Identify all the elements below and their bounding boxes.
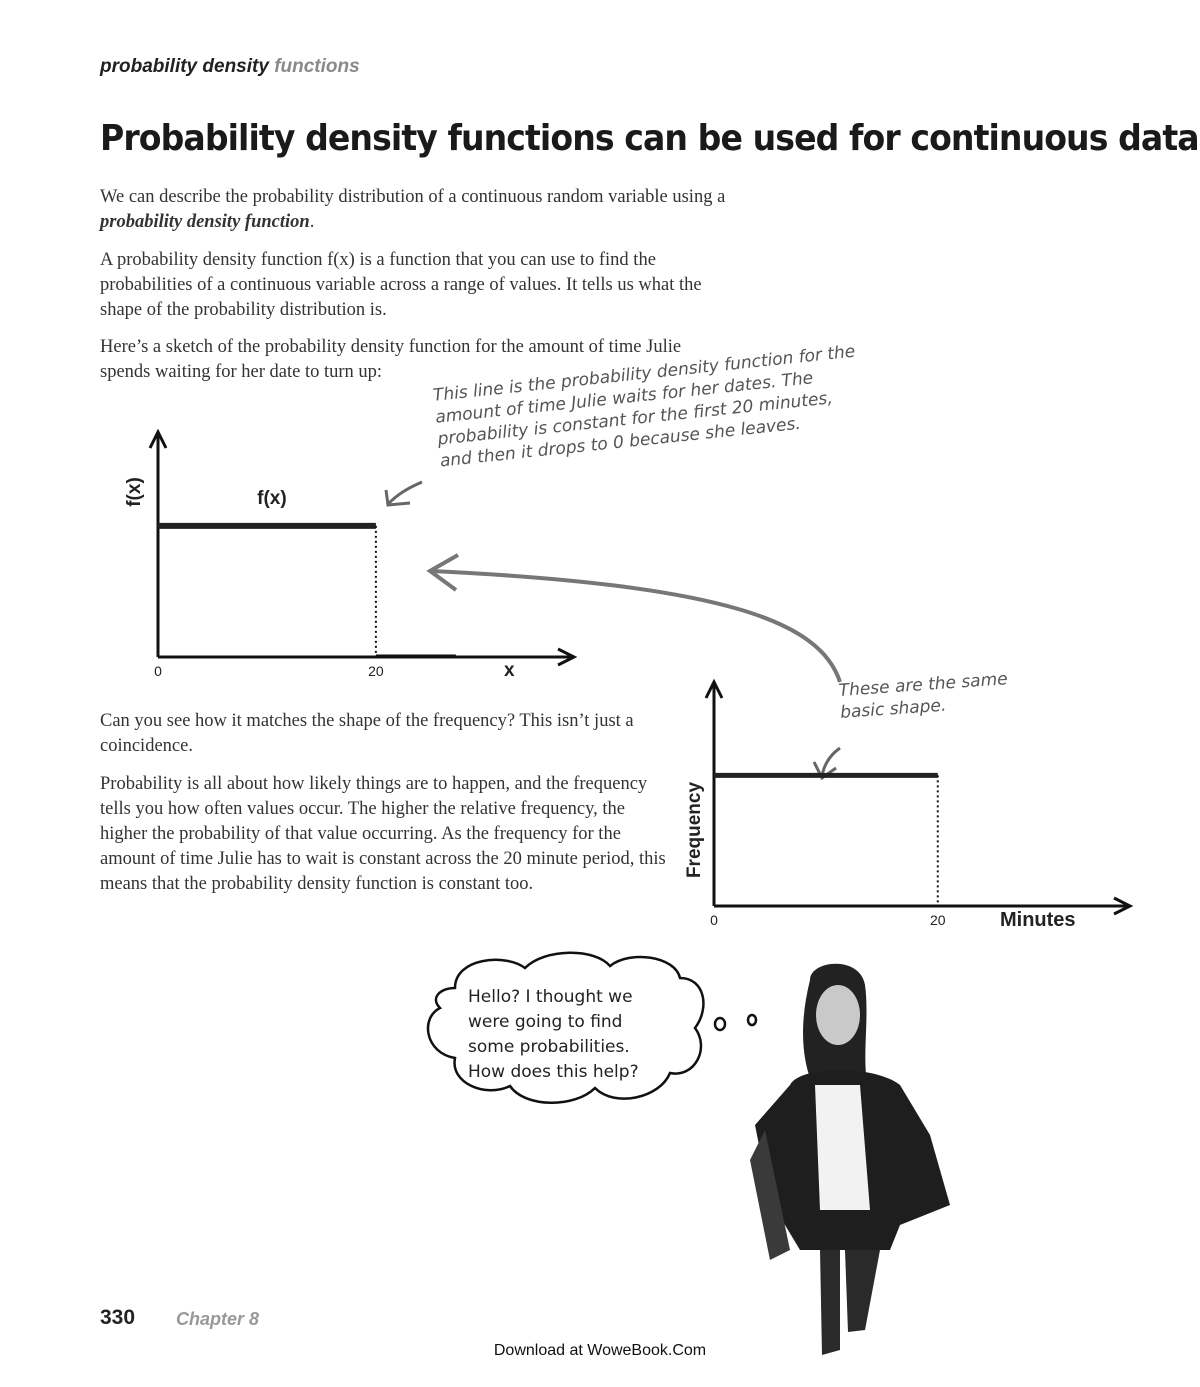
pdf-xlabel: x [504, 660, 515, 681]
pdf-chart: 0 20 x f(x) f(x) [124, 428, 578, 681]
paragraph-intro: We can describe the probability distribu… [100, 185, 730, 235]
page-number: 330 [100, 1306, 136, 1329]
pdf-y-arrow [148, 428, 168, 449]
freq-tick-20: 20 [930, 912, 946, 928]
page-title: Probability density functions can be use… [100, 118, 1200, 159]
chapter-label: Chapter 8 [176, 1309, 260, 1329]
julie-face [816, 985, 860, 1045]
bubble-dot-2 [746, 1013, 758, 1027]
freq-y-arrow [704, 678, 724, 699]
pdf-ylabel: f(x) [124, 477, 145, 507]
pdf-series-label: f(x) [257, 488, 287, 509]
julie-photo [750, 963, 950, 1355]
thought-bubble [426, 951, 758, 1104]
frequency-chart: 0 20 Minutes Frequency [684, 678, 1134, 931]
freq-ylabel: Frequency [684, 782, 705, 879]
paragraph-coincidence: Can you see how it matches the shape of … [100, 711, 634, 756]
julie-shirt [815, 1085, 870, 1210]
intro-end: . [309, 212, 315, 232]
paragraph-sketch: Here’s a sketch of the probability densi… [100, 337, 682, 382]
paragraph-definition: A probability density function f(x) is a… [100, 250, 702, 320]
freq-tick-0: 0 [710, 912, 718, 928]
freq-x-arrow [1113, 896, 1134, 916]
freq-xlabel: Minutes [1000, 909, 1076, 931]
thought-bubble-text: Hello? I thought we were going to find s… [468, 987, 639, 1082]
bubble-outline [426, 951, 705, 1104]
header-bold: probability density [100, 56, 269, 77]
julie-bag [750, 1130, 790, 1260]
intro-text: We can describe the probability distribu… [100, 187, 726, 207]
bubble-dot-1 [713, 1016, 727, 1032]
header-gray: functions [274, 56, 360, 77]
julie-left-leg [820, 1250, 840, 1355]
intro-emphasis: probability density function [100, 212, 310, 232]
download-footer: Download at WoweBook.Com [493, 1342, 707, 1359]
running-header: probability density functions [100, 56, 360, 78]
julie-right-leg [845, 1250, 880, 1332]
paragraph-explanation: Probability is all about how likely thin… [100, 774, 666, 894]
pdf-tick-20: 20 [368, 663, 384, 679]
pdf-tick-0: 0 [154, 663, 162, 679]
